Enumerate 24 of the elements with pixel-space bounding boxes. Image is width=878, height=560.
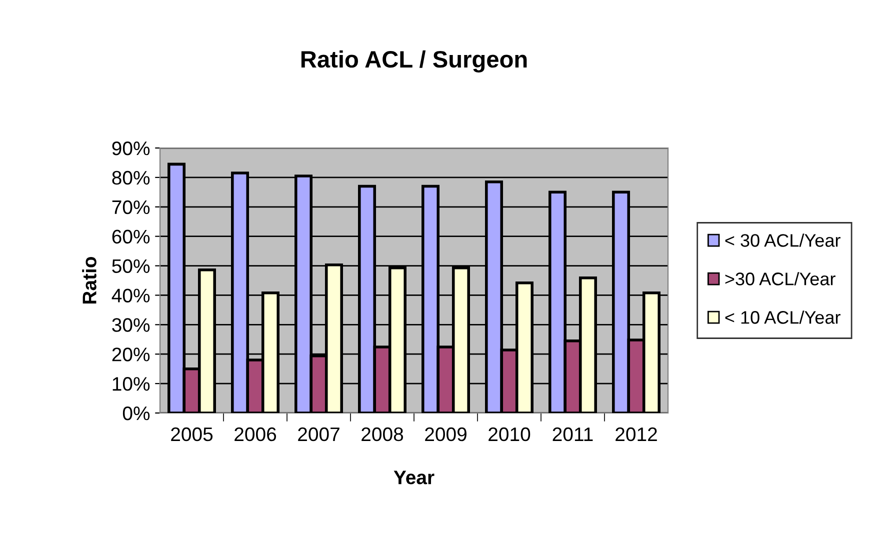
chart-title: Ratio ACL / Surgeon <box>301 50 527 72</box>
y-tick-label: 50% <box>112 259 150 274</box>
x-tick-label: 2008 <box>362 427 404 442</box>
y-tick-label: 90% <box>112 141 150 156</box>
legend-label: < 30 ACL/Year <box>725 234 840 247</box>
y-tick-label: 70% <box>112 200 150 214</box>
x-tick-label: 2007 <box>298 427 340 442</box>
x-tick-label: 2011 <box>552 427 593 442</box>
x-tick-label: 2012 <box>616 427 657 442</box>
legend-label: >30 ACL/Year <box>725 272 836 286</box>
x-tick-label: 2006 <box>234 427 276 442</box>
legend-label: < 10 ACL/Year <box>725 310 840 324</box>
y-tick-label: 10% <box>112 377 150 391</box>
x-tick-label: 2009 <box>425 427 466 442</box>
y-tick-label: 40% <box>112 288 150 302</box>
y-tick-label: 60% <box>112 230 150 244</box>
y-tick-label: 0% <box>122 406 150 420</box>
y-tick-label: 30% <box>112 318 150 332</box>
y-axis-title: Ratio <box>82 256 96 304</box>
y-tick-label: 80% <box>112 170 150 185</box>
x-axis-title: Year <box>394 470 434 484</box>
x-tick-label: 2010 <box>488 427 530 442</box>
x-tick-label: 2005 <box>171 427 213 442</box>
y-tick-label: 20% <box>112 348 150 362</box>
